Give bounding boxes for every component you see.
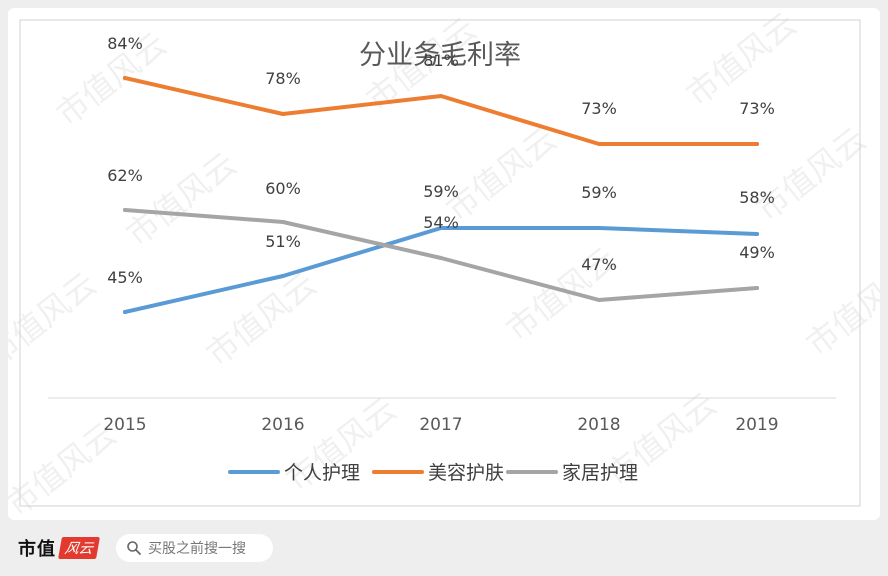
x-tick-label: 2017 xyxy=(419,415,462,435)
x-tick-label: 2019 xyxy=(735,415,778,435)
data-label: 81% xyxy=(423,51,459,70)
data-point xyxy=(439,94,443,98)
data-point xyxy=(123,76,127,80)
data-point xyxy=(597,226,601,230)
series-layer xyxy=(123,76,759,314)
brand-logo: 风云 xyxy=(58,537,100,559)
data-point xyxy=(123,208,127,212)
search-placeholder: 买股之前搜一搜 xyxy=(148,541,246,557)
data-label: 45% xyxy=(107,268,143,287)
data-label: 47% xyxy=(581,255,617,274)
search-icon xyxy=(127,541,141,555)
watermark-text: 市值风云 xyxy=(679,8,803,114)
legend-label: 家居护理 xyxy=(562,462,638,484)
data-point xyxy=(439,226,443,230)
legend-label: 个人护理 xyxy=(284,462,360,484)
chart-title: 分业务毛利率 xyxy=(359,40,521,71)
data-point xyxy=(597,142,601,146)
data-point xyxy=(597,298,601,302)
data-point xyxy=(439,256,443,260)
watermark-text: 市值风云 xyxy=(749,120,873,229)
data-label: 62% xyxy=(107,166,143,185)
watermark-text: 市值风云 xyxy=(8,265,103,374)
x-tick-label: 2018 xyxy=(577,415,620,435)
data-label-layer: 45% 51% 59% 59% 58% 84% 78% 81% 73% 73% 62% 60% 54% 4… xyxy=(107,34,775,287)
search-input[interactable]: 买股之前搜一搜 xyxy=(116,534,273,562)
x-tick-label: 2016 xyxy=(261,415,304,435)
data-label: 58% xyxy=(739,188,775,207)
data-point xyxy=(281,112,285,116)
brand-name: 市值 xyxy=(18,539,56,560)
data-point xyxy=(755,142,759,146)
data-label: 84% xyxy=(107,34,143,53)
data-point xyxy=(281,220,285,224)
data-point xyxy=(281,274,285,278)
data-label: 49% xyxy=(739,243,775,262)
data-label: 73% xyxy=(739,99,775,118)
x-tick-label: 2015 xyxy=(103,415,146,435)
data-point xyxy=(755,232,759,236)
data-label: 60% xyxy=(265,179,301,198)
data-label: 59% xyxy=(423,182,459,201)
series-line-1 xyxy=(123,226,759,314)
data-label: 78% xyxy=(265,69,301,88)
data-point xyxy=(123,310,127,314)
watermark-text: 市值风云 xyxy=(799,255,880,364)
watermark-text: 市值风云 xyxy=(119,145,243,254)
data-point xyxy=(755,286,759,290)
x-tick-layer: 2015 2016 2017 2018 2019 xyxy=(103,415,778,435)
chart-frame: 市值风云 市值风云 市值风云 市值风云 市值风云 市值风云 市值风云 市值风云 市值风云 市值风云… xyxy=(8,8,880,520)
brand: 市值 风云 xyxy=(18,536,100,560)
series-line-2 xyxy=(123,76,759,146)
plot-border xyxy=(19,19,861,507)
data-label: 59% xyxy=(581,183,617,202)
data-label: 73% xyxy=(581,99,617,118)
data-label: 54% xyxy=(423,213,459,232)
footer-bar: 市值 风云 买股之前搜一搜 xyxy=(0,520,888,576)
legend: 个人护理 美容护肤 家居护理 xyxy=(228,462,638,484)
data-label: 51% xyxy=(265,232,301,251)
legend-label: 美容护肤 xyxy=(428,462,504,484)
